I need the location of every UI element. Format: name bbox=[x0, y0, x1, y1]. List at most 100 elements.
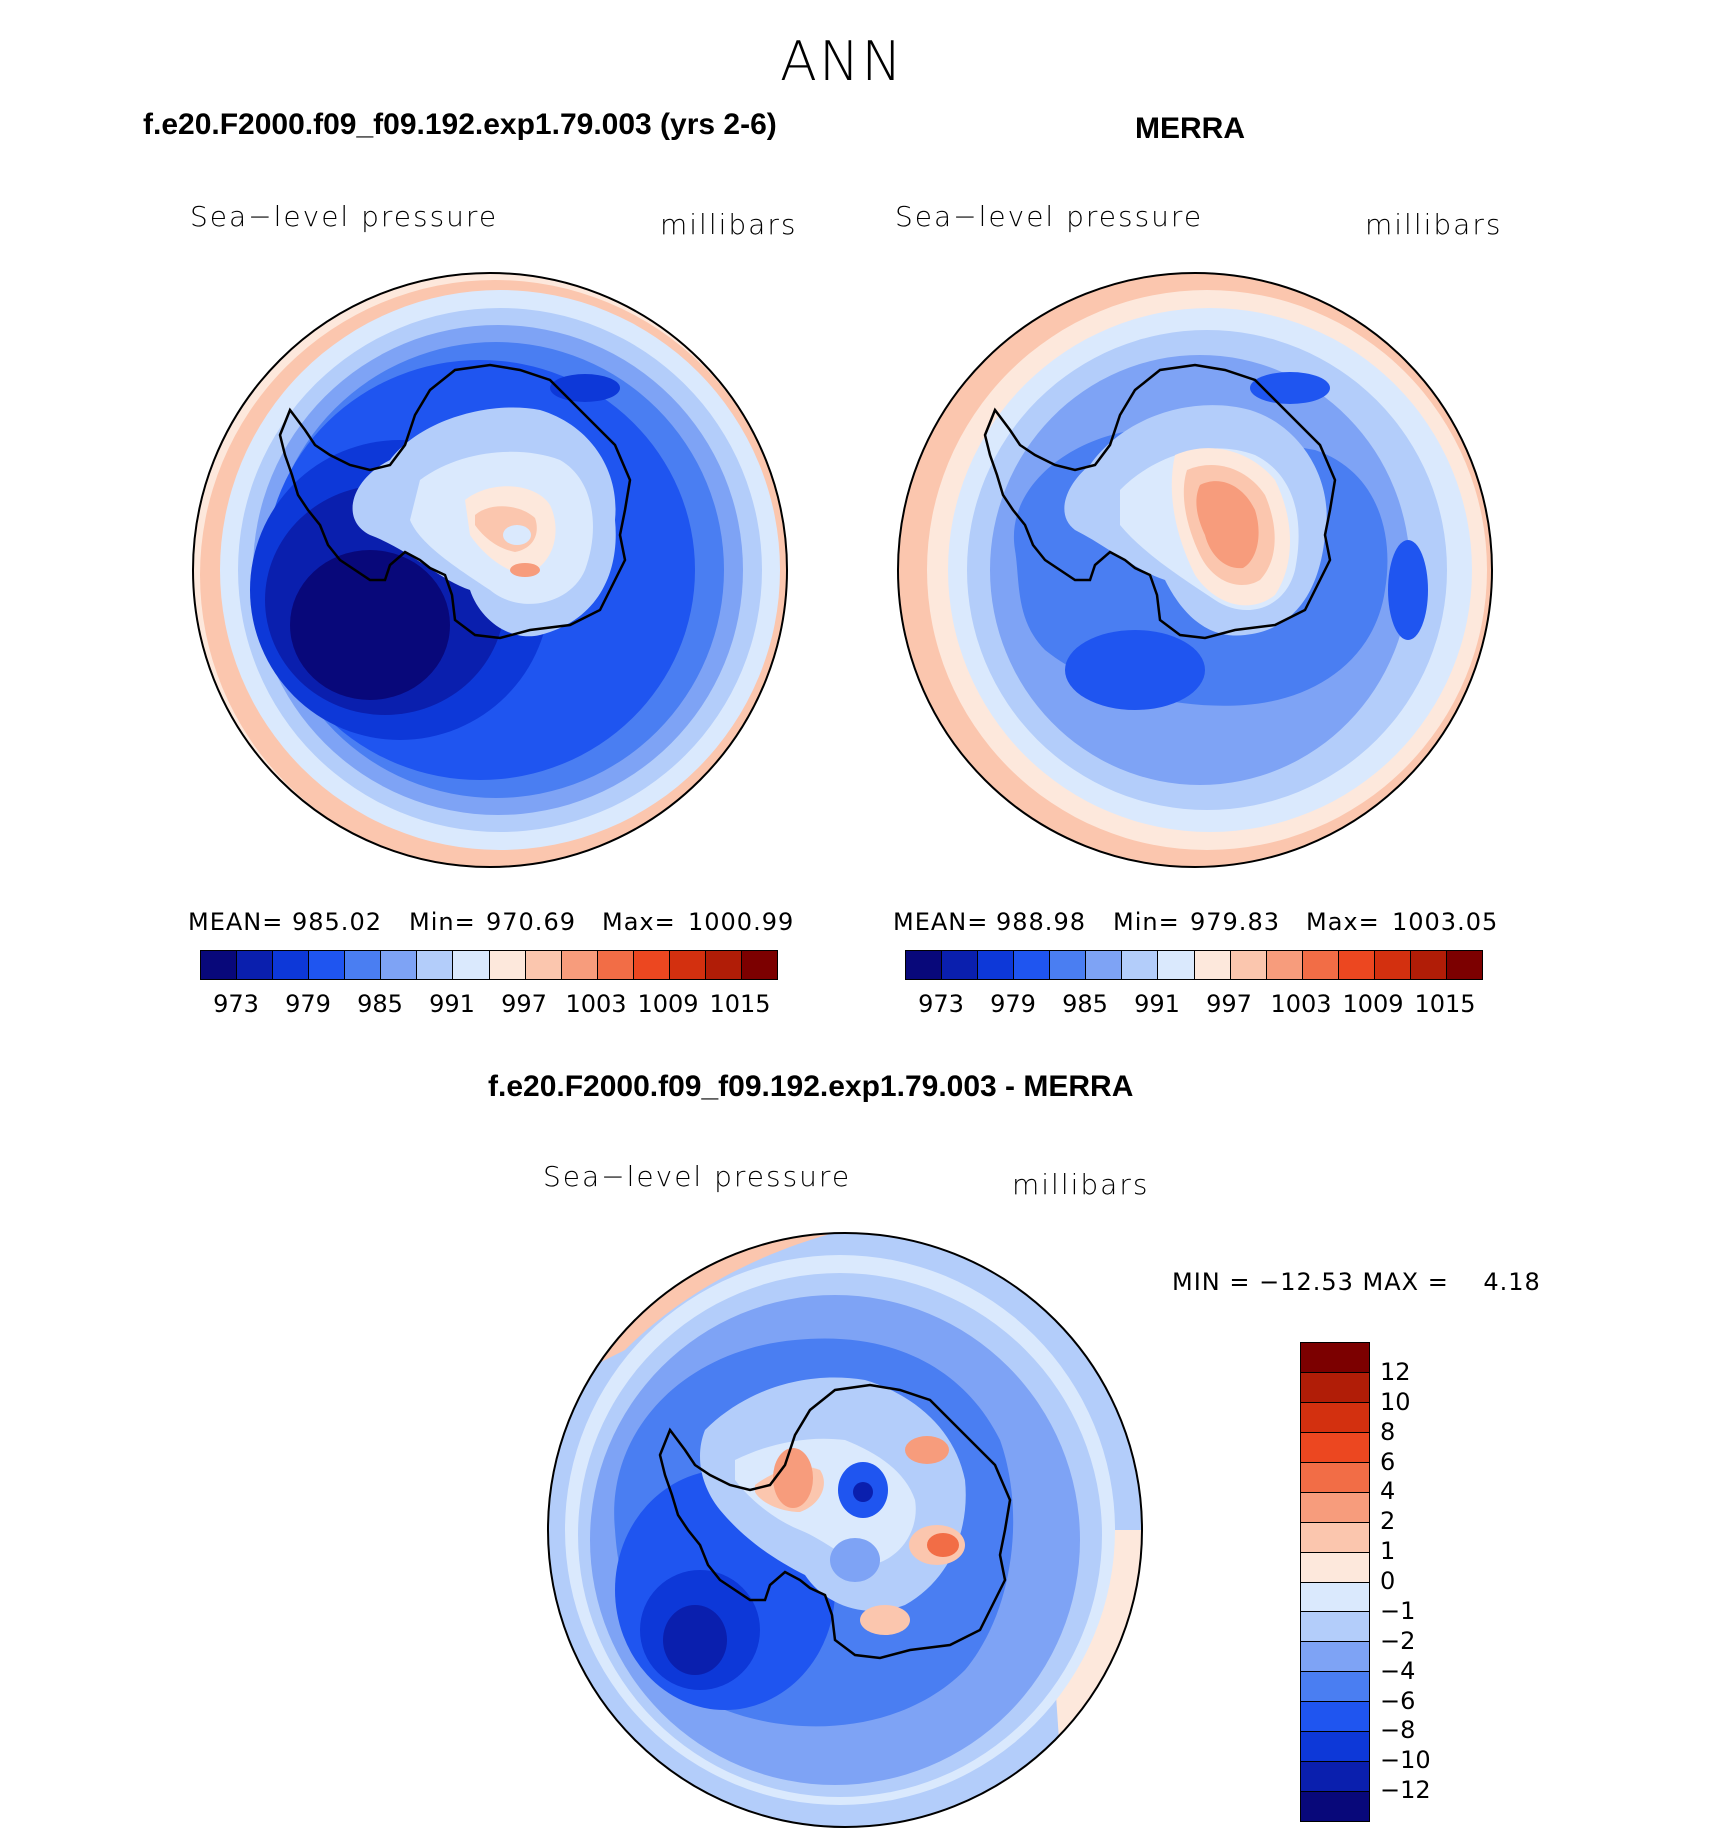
panel3-min-max-text: MIN = −12.53 MAX = 4.18 bbox=[1172, 1268, 1541, 1296]
colorbar-tick-label: −2 bbox=[1380, 1626, 1416, 1655]
colorbar-swatch bbox=[1301, 1462, 1369, 1493]
colorbar-swatch bbox=[1301, 1492, 1369, 1523]
colorbar-tick-label: 973 bbox=[918, 990, 964, 1018]
colorbar-tick-label: 10 bbox=[1380, 1387, 1411, 1416]
colorbar-swatch bbox=[633, 951, 670, 979]
colorbar-swatch bbox=[1158, 951, 1195, 979]
panel1-mean-label: MEAN= bbox=[188, 908, 284, 936]
colorbar-swatch bbox=[1230, 951, 1267, 979]
panel1-mean-value: 985.02 bbox=[292, 908, 382, 936]
colorbar-swatch bbox=[741, 951, 777, 979]
panel1-colorbar bbox=[200, 950, 778, 980]
panel2-units-label: millibars bbox=[1365, 208, 1503, 241]
colorbar-swatch bbox=[1301, 1582, 1369, 1613]
panel1-units-label: millibars bbox=[660, 208, 798, 241]
colorbar-tick-label: 12 bbox=[1380, 1357, 1411, 1386]
colorbar-tick-label: 1015 bbox=[1414, 990, 1476, 1018]
colorbar-swatch bbox=[237, 951, 274, 979]
panel1-case-title: f.e20.F2000.f09_f09.192.exp1.79.003 (yrs… bbox=[143, 108, 777, 141]
panel2-min-value: 979.83 bbox=[1190, 908, 1280, 936]
colorbar-tick-label: −1 bbox=[1380, 1596, 1416, 1625]
colorbar-tick-label: 0 bbox=[1380, 1567, 1396, 1595]
colorbar-swatch bbox=[1301, 1552, 1369, 1583]
colorbar-swatch bbox=[942, 951, 979, 979]
panel2-max-value: 1003.05 bbox=[1392, 908, 1499, 936]
colorbar-swatch bbox=[453, 951, 490, 979]
colorbar-swatch bbox=[417, 951, 454, 979]
colorbar-swatch bbox=[1410, 951, 1447, 979]
panel3-variable-label: Sea−level pressure bbox=[543, 1160, 852, 1193]
colorbar-swatch bbox=[1301, 1402, 1369, 1433]
colorbar-tick-label: 997 bbox=[1206, 990, 1252, 1018]
panel2-variable-label: Sea−level pressure bbox=[895, 200, 1204, 233]
colorbar-swatch bbox=[1301, 1642, 1369, 1673]
colorbar-swatch bbox=[1086, 951, 1123, 979]
colorbar-tick-label: 1009 bbox=[1342, 990, 1404, 1018]
colorbar-swatch bbox=[1266, 951, 1303, 979]
colorbar-tick-label: 1 bbox=[1380, 1537, 1396, 1566]
panel2-mean-value: 988.98 bbox=[996, 908, 1086, 936]
panel2-colorbar bbox=[905, 950, 1483, 980]
colorbar-swatch bbox=[978, 951, 1015, 979]
colorbar-tick-label: 973 bbox=[213, 990, 259, 1018]
colorbar-tick-label: 1009 bbox=[637, 990, 699, 1018]
panel2-case-title: MERRA bbox=[1135, 112, 1245, 145]
colorbar-tick-label: 2 bbox=[1380, 1507, 1396, 1536]
colorbar-tick-label: 8 bbox=[1380, 1417, 1396, 1446]
colorbar-swatch bbox=[201, 951, 238, 979]
panel3-colorbar bbox=[1300, 1342, 1370, 1822]
colorbar-swatch bbox=[1014, 951, 1051, 979]
colorbar-tick-label: −10 bbox=[1380, 1746, 1431, 1775]
colorbar-swatch bbox=[489, 951, 526, 979]
colorbar-tick-label: 991 bbox=[429, 990, 475, 1018]
colorbar-swatch bbox=[525, 951, 562, 979]
colorbar-tick-label: 979 bbox=[990, 990, 1036, 1018]
panel3-polar-map bbox=[547, 1232, 1143, 1828]
colorbar-swatch bbox=[309, 951, 346, 979]
colorbar-swatch bbox=[381, 951, 418, 979]
colorbar-swatch bbox=[669, 951, 706, 979]
colorbar-swatch bbox=[906, 951, 943, 979]
colorbar-swatch bbox=[273, 951, 310, 979]
panel3-units-label: millibars bbox=[1012, 1168, 1150, 1201]
panel1-max-label: Max= bbox=[602, 908, 676, 936]
panel2-mean-label: MEAN= bbox=[893, 908, 989, 936]
panel1-min-label: Min= bbox=[409, 908, 476, 936]
colorbar-tick-label: 1003 bbox=[565, 990, 627, 1018]
colorbar-swatch bbox=[1122, 951, 1159, 979]
panel2-min-label: Min= bbox=[1113, 908, 1180, 936]
colorbar-swatch bbox=[1301, 1762, 1369, 1793]
colorbar-swatch bbox=[1338, 951, 1375, 979]
colorbar-swatch bbox=[705, 951, 742, 979]
colorbar-tick-label: −6 bbox=[1380, 1686, 1416, 1715]
panel2-polar-map bbox=[897, 272, 1493, 868]
colorbar-swatch bbox=[1301, 1672, 1369, 1703]
colorbar-tick-label: −12 bbox=[1380, 1776, 1431, 1805]
colorbar-swatch bbox=[1301, 1732, 1369, 1763]
colorbar-tick-label: −4 bbox=[1380, 1656, 1416, 1685]
colorbar-swatch bbox=[1446, 951, 1482, 979]
colorbar-swatch bbox=[1301, 1432, 1369, 1463]
colorbar-swatch bbox=[345, 951, 382, 979]
colorbar-tick-label: 1015 bbox=[709, 990, 771, 1018]
colorbar-swatch bbox=[1301, 1343, 1369, 1373]
colorbar-tick-label: −8 bbox=[1380, 1716, 1416, 1745]
colorbar-tick-label: 6 bbox=[1380, 1447, 1396, 1476]
colorbar-swatch bbox=[1301, 1612, 1369, 1643]
colorbar-swatch bbox=[1194, 951, 1231, 979]
panel1-max-value: 1000.99 bbox=[688, 908, 795, 936]
season-title: ANN bbox=[780, 30, 904, 93]
panel2-max-label: Max= bbox=[1306, 908, 1380, 936]
colorbar-swatch bbox=[1050, 951, 1087, 979]
panel3-case-title: f.e20.F2000.f09_f09.192.exp1.79.003 - ME… bbox=[488, 1070, 1134, 1103]
panel1-polar-map bbox=[192, 272, 788, 868]
colorbar-tick-label: 1003 bbox=[1270, 990, 1332, 1018]
colorbar-tick-label: 997 bbox=[501, 990, 547, 1018]
colorbar-swatch bbox=[597, 951, 634, 979]
colorbar-tick-label: 985 bbox=[357, 990, 403, 1018]
colorbar-tick-label: 991 bbox=[1134, 990, 1180, 1018]
colorbar-swatch bbox=[561, 951, 598, 979]
colorbar-tick-label: 979 bbox=[285, 990, 331, 1018]
colorbar-swatch bbox=[1301, 1372, 1369, 1403]
panel1-min-value: 970.69 bbox=[486, 908, 576, 936]
